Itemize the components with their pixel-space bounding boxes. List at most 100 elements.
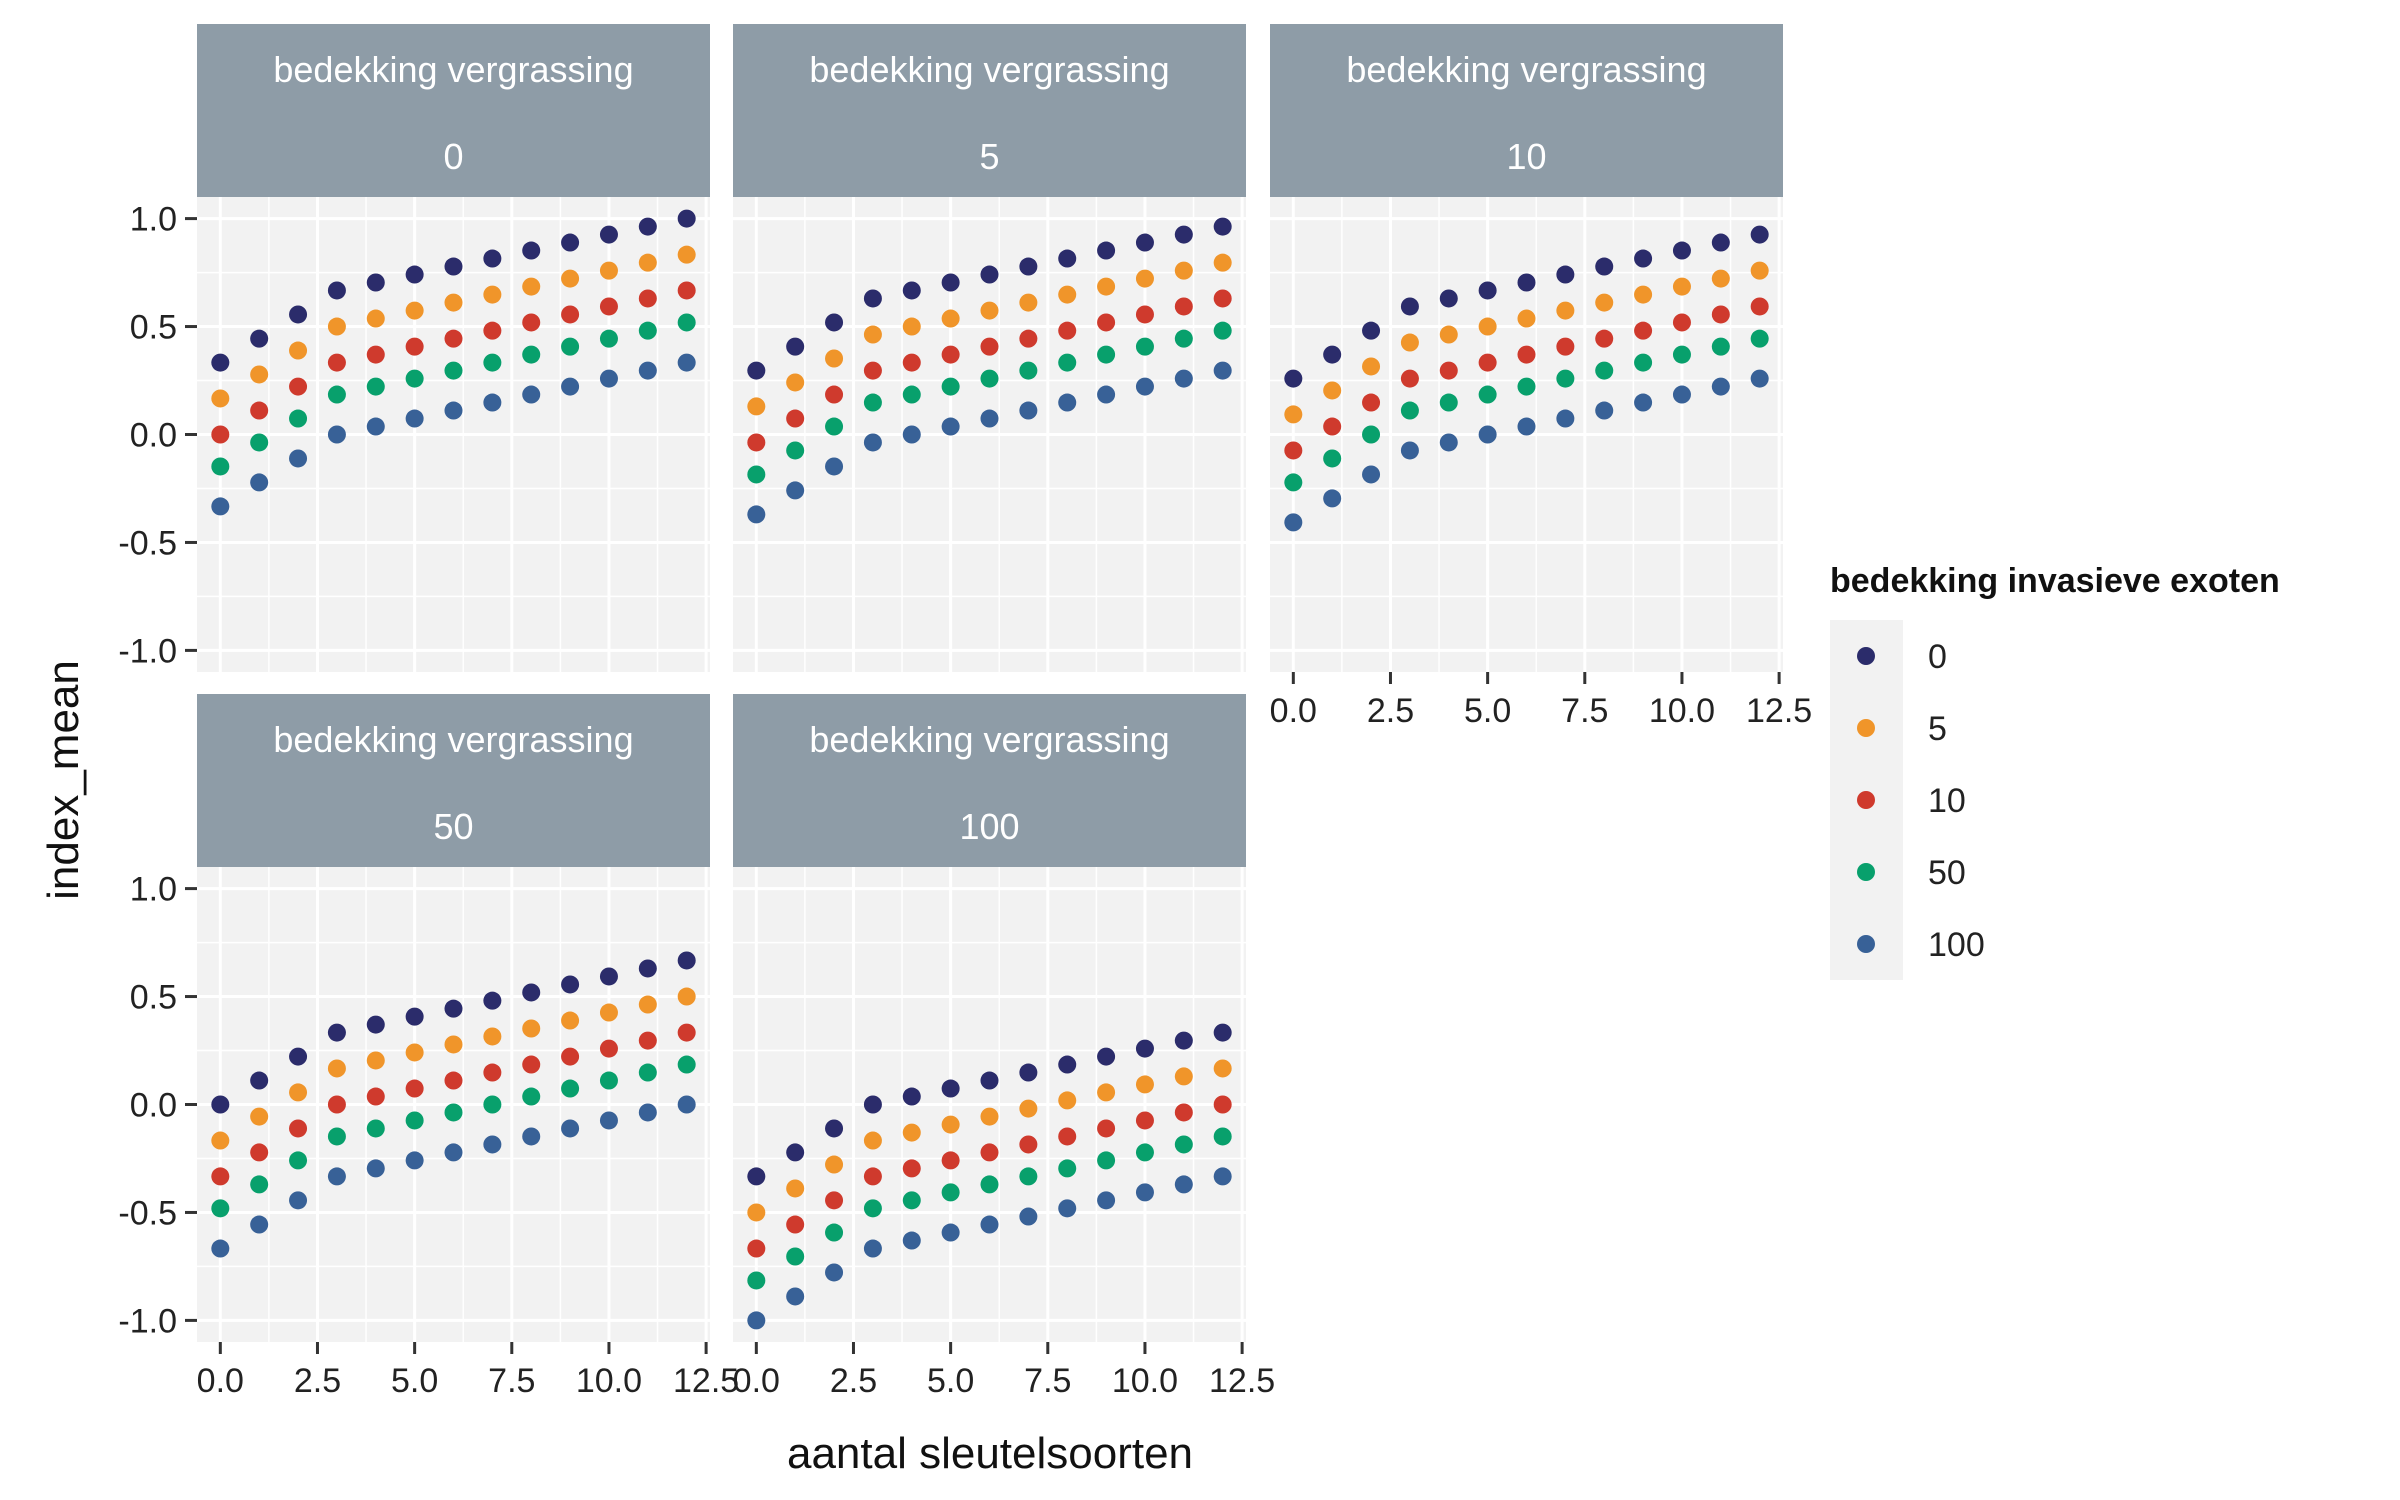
data-point bbox=[1019, 1135, 1038, 1154]
data-point bbox=[825, 349, 844, 368]
data-point bbox=[483, 353, 502, 372]
data-point bbox=[677, 1055, 696, 1074]
data-point bbox=[638, 321, 657, 340]
data-point bbox=[1135, 269, 1154, 288]
facet-strip-title: bedekking vergrassing bbox=[1346, 49, 1706, 90]
data-point bbox=[1478, 385, 1497, 404]
series-0 bbox=[747, 217, 1232, 380]
data-point bbox=[980, 1107, 999, 1126]
data-point bbox=[522, 1127, 541, 1146]
data-point bbox=[638, 253, 657, 272]
data-point bbox=[211, 457, 230, 476]
data-point bbox=[1711, 305, 1730, 324]
x-tick-label: 0.0 bbox=[1270, 692, 1317, 730]
facet-panel-10: bedekking vergrassing 10 0.0 2.5 5.0 7.5 10.0 1… bbox=[1270, 24, 1812, 730]
data-point bbox=[327, 1023, 346, 1042]
data-point bbox=[980, 337, 999, 356]
data-point bbox=[1097, 345, 1116, 364]
data-point bbox=[1750, 261, 1769, 280]
data-point bbox=[638, 1031, 657, 1050]
data-point bbox=[980, 409, 999, 428]
data-point bbox=[444, 1071, 463, 1090]
x-tick-label: 0.0 bbox=[733, 1362, 780, 1400]
data-point bbox=[561, 1079, 580, 1098]
data-point bbox=[483, 1135, 502, 1154]
data-point bbox=[941, 345, 960, 364]
data-point bbox=[1478, 425, 1497, 444]
data-point bbox=[863, 361, 882, 380]
data-point bbox=[825, 1155, 844, 1174]
data-point bbox=[1213, 253, 1232, 272]
data-point bbox=[327, 1059, 346, 1078]
data-point bbox=[599, 369, 618, 388]
series-5 bbox=[211, 987, 696, 1150]
data-point bbox=[677, 1095, 696, 1114]
data-point bbox=[599, 225, 618, 244]
data-point bbox=[444, 361, 463, 380]
data-point bbox=[444, 293, 463, 312]
data-point bbox=[211, 1199, 230, 1218]
data-point bbox=[863, 433, 882, 452]
y-tick-label: 1.0 bbox=[130, 201, 177, 239]
data-point bbox=[289, 1083, 308, 1102]
data-point bbox=[1750, 225, 1769, 244]
data-point bbox=[1019, 401, 1038, 420]
data-point bbox=[941, 1151, 960, 1170]
data-point bbox=[1284, 441, 1303, 460]
data-point bbox=[1750, 369, 1769, 388]
data-point bbox=[599, 261, 618, 280]
data-point bbox=[1595, 293, 1614, 312]
data-point bbox=[1174, 1067, 1193, 1086]
data-point bbox=[1019, 329, 1038, 348]
data-point bbox=[677, 209, 696, 228]
data-point bbox=[677, 313, 696, 332]
data-point bbox=[902, 1159, 921, 1178]
series-50 bbox=[211, 1055, 696, 1218]
data-point bbox=[1213, 1095, 1232, 1114]
data-point bbox=[1019, 361, 1038, 380]
x-tick-label: 5.0 bbox=[1464, 692, 1511, 730]
data-point bbox=[483, 249, 502, 268]
data-point bbox=[327, 1127, 346, 1146]
data-point bbox=[1517, 377, 1536, 396]
x-tick-label: 7.5 bbox=[1024, 1362, 1071, 1400]
data-point bbox=[941, 273, 960, 292]
data-point bbox=[1634, 321, 1653, 340]
data-point bbox=[289, 409, 308, 428]
data-point bbox=[1213, 321, 1232, 340]
data-point bbox=[599, 329, 618, 348]
data-point bbox=[599, 967, 618, 986]
data-point bbox=[1058, 1127, 1077, 1146]
data-point bbox=[1284, 405, 1303, 424]
data-point bbox=[211, 1239, 230, 1258]
y-axis-title: index_mean bbox=[39, 660, 88, 900]
data-point bbox=[786, 1215, 805, 1234]
data-point bbox=[1400, 297, 1419, 316]
data-point bbox=[405, 1151, 424, 1170]
data-point bbox=[1284, 369, 1303, 388]
data-point bbox=[327, 385, 346, 404]
data-point bbox=[786, 373, 805, 392]
data-point bbox=[1750, 329, 1769, 348]
y-tick-label: 0.0 bbox=[130, 417, 177, 455]
data-point bbox=[289, 1151, 308, 1170]
data-point bbox=[1634, 393, 1653, 412]
data-point bbox=[1672, 385, 1691, 404]
series-10 bbox=[211, 281, 696, 444]
data-point bbox=[1058, 393, 1077, 412]
data-point bbox=[863, 325, 882, 344]
data-point bbox=[1323, 489, 1342, 508]
data-point bbox=[902, 281, 921, 300]
data-point bbox=[250, 1215, 269, 1234]
data-point bbox=[1517, 417, 1536, 436]
facet-strip-value: 100 bbox=[959, 806, 1019, 847]
series-50 bbox=[211, 313, 696, 476]
data-point bbox=[1058, 1159, 1077, 1178]
data-point bbox=[522, 345, 541, 364]
facet-strip-value: 0 bbox=[443, 136, 463, 177]
data-point bbox=[980, 1175, 999, 1194]
data-point bbox=[483, 285, 502, 304]
data-point bbox=[1058, 1199, 1077, 1218]
data-point bbox=[1517, 309, 1536, 328]
data-point bbox=[405, 369, 424, 388]
